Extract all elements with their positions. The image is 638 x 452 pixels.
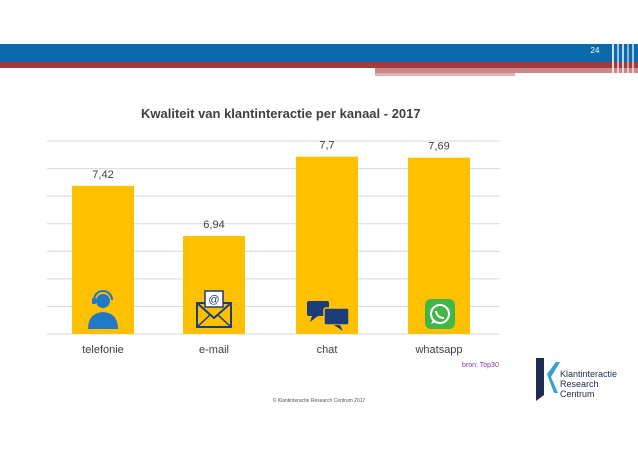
header-red-fade — [375, 68, 638, 73]
logo-line-2: Research — [560, 379, 599, 389]
category-label-telefonie: telefonie — [82, 344, 124, 356]
envelope-icon: @ — [196, 290, 232, 328]
whatsapp-icon — [425, 299, 455, 329]
value-label-e-mail: 6,94 — [203, 219, 224, 231]
chat-bubbles-icon — [307, 301, 350, 331]
chart-category-labels: telefonie e-mail chat whatsapp — [82, 344, 462, 356]
category-label-chat: chat — [317, 344, 338, 356]
chart-value-labels: 7,42 6,94 7,7 7,69 — [92, 140, 449, 231]
headset-icon — [88, 290, 118, 329]
category-label-e-mail: e-mail — [199, 344, 229, 356]
value-label-telefonie: 7,42 — [92, 169, 113, 181]
logo-line-3: Centrum — [560, 389, 595, 399]
svg-text:@: @ — [208, 294, 219, 306]
logo-line-1: Klantinteractie — [560, 369, 618, 379]
copyright-footer: © Klantinteractie Research Centrum 2017 — [272, 398, 366, 404]
header-stripes — [612, 44, 634, 76]
bar-telefonie — [72, 185, 134, 334]
header-blue-band — [0, 44, 638, 62]
header-red-fade-2 — [375, 73, 515, 76]
klantinteractie-logo-icon — [536, 358, 560, 401]
chart-bars — [72, 156, 470, 334]
header-red-band — [0, 62, 638, 68]
page-number: 24 — [590, 46, 600, 55]
source-note: bron: Top30 — [462, 362, 499, 369]
value-label-chat: 7,7 — [319, 140, 334, 152]
value-label-whatsapp: 7,69 — [428, 141, 449, 153]
logo-text: Klantinteractie Research Centrum — [560, 369, 617, 399]
slide-header-bar — [0, 44, 638, 76]
chart-title: Kwaliteit van klantinteractie per kanaal… — [141, 106, 421, 121]
category-label-whatsapp: whatsapp — [414, 344, 462, 356]
chart-icons: @ — [88, 290, 455, 331]
